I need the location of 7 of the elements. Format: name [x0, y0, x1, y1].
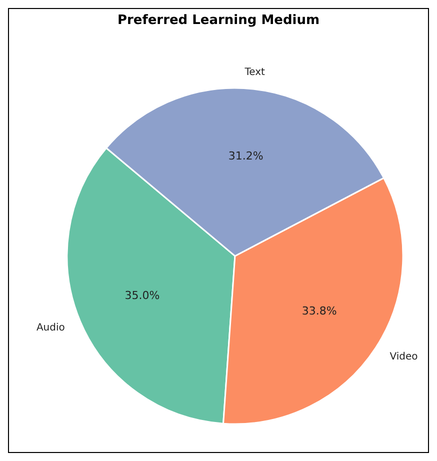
slice-label: Text [244, 66, 266, 78]
data-label: 33.8% [302, 304, 337, 318]
data-label: 35.0% [124, 288, 160, 302]
data-label: 31.2% [228, 149, 264, 162]
slice-label: Audio [36, 322, 65, 334]
chart-title: Preferred Learning Medium [116, 13, 321, 30]
slice-label: Video [390, 352, 418, 363]
